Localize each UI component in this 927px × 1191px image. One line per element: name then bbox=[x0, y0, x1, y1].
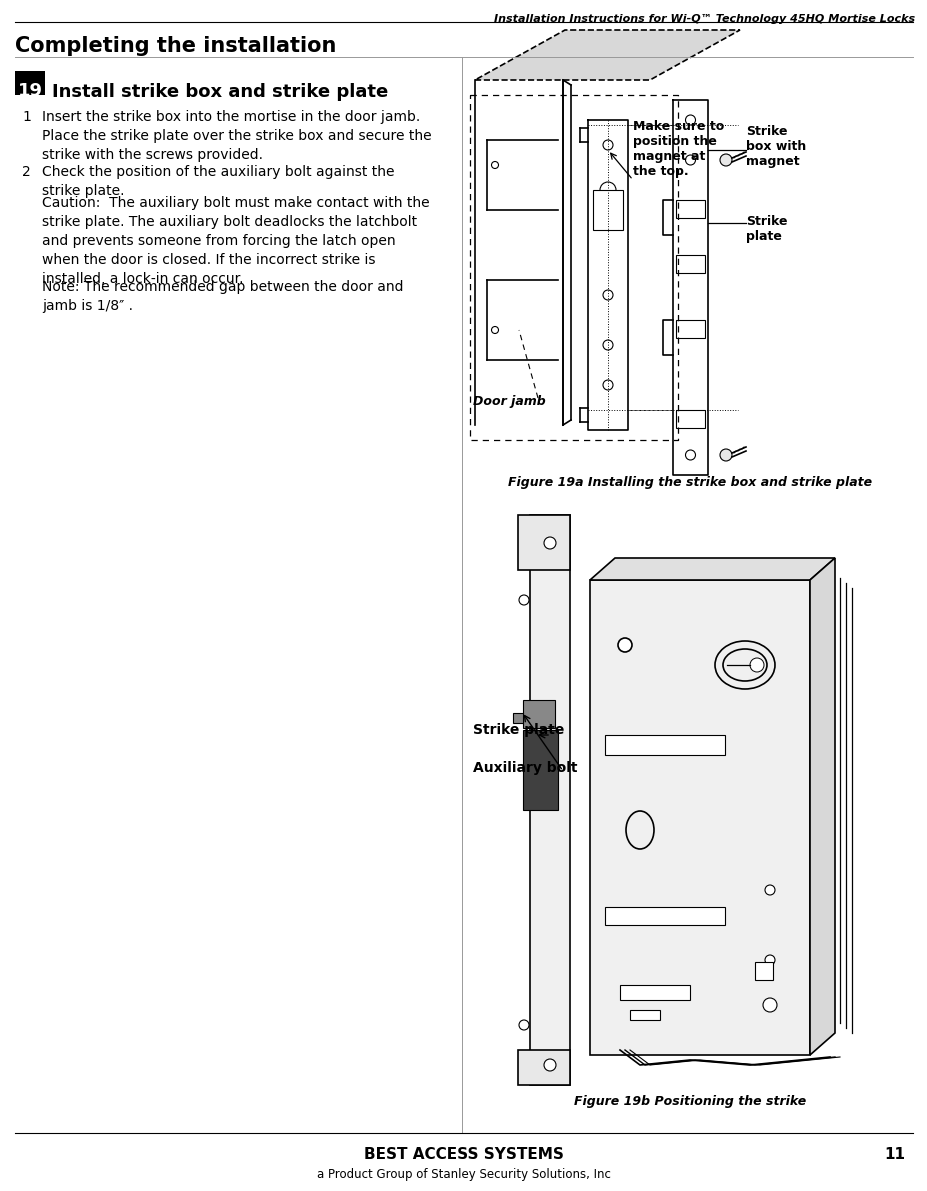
Text: Strike
box with
magnet: Strike box with magnet bbox=[745, 125, 806, 168]
Bar bbox=[604, 908, 724, 925]
Bar bbox=[604, 735, 724, 755]
Polygon shape bbox=[809, 559, 834, 1055]
Text: 19: 19 bbox=[18, 82, 43, 100]
Circle shape bbox=[719, 154, 731, 166]
Bar bbox=[523, 730, 557, 810]
Text: Strike plate: Strike plate bbox=[473, 723, 564, 737]
Text: Caution:  The auxiliary bolt must make contact with the
strike plate. The auxili: Caution: The auxiliary bolt must make co… bbox=[42, 197, 429, 286]
Text: Figure 19a Installing the strike box and strike plate: Figure 19a Installing the strike box and… bbox=[507, 476, 871, 490]
Text: Make sure to
position the
magnet at
the top.: Make sure to position the magnet at the … bbox=[632, 120, 723, 177]
Text: BEST ACCESS SYSTEMS: BEST ACCESS SYSTEMS bbox=[363, 1147, 564, 1162]
Bar bbox=[523, 700, 554, 728]
Text: Insert the strike box into the mortise in the door jamb.
Place the strike plate : Insert the strike box into the mortise i… bbox=[42, 110, 431, 162]
Bar bbox=[513, 713, 523, 723]
Bar bbox=[592, 191, 622, 230]
Bar bbox=[629, 1010, 659, 1019]
Circle shape bbox=[600, 182, 616, 198]
Bar bbox=[590, 580, 809, 1055]
Circle shape bbox=[749, 657, 763, 672]
Circle shape bbox=[685, 450, 694, 460]
Circle shape bbox=[543, 1059, 555, 1071]
Text: Completing the installation: Completing the installation bbox=[15, 36, 336, 56]
Bar bbox=[675, 200, 705, 218]
Text: 1: 1 bbox=[22, 110, 31, 124]
Circle shape bbox=[685, 155, 694, 166]
Circle shape bbox=[518, 596, 528, 605]
Text: 11: 11 bbox=[883, 1147, 904, 1162]
Text: Install strike box and strike plate: Install strike box and strike plate bbox=[52, 83, 387, 101]
Text: Installation Instructions for Wi-Q™ Technology 45HQ Mortise Locks: Installation Instructions for Wi-Q™ Tech… bbox=[493, 14, 914, 24]
Circle shape bbox=[603, 289, 613, 300]
Circle shape bbox=[518, 1019, 528, 1030]
Bar bbox=[755, 962, 772, 980]
Bar bbox=[15, 71, 44, 95]
Circle shape bbox=[764, 955, 774, 965]
Text: 2: 2 bbox=[22, 166, 31, 179]
Circle shape bbox=[603, 141, 613, 150]
Circle shape bbox=[764, 885, 774, 894]
Circle shape bbox=[603, 339, 613, 350]
Circle shape bbox=[685, 116, 694, 125]
Bar bbox=[529, 515, 569, 1085]
Polygon shape bbox=[590, 559, 834, 580]
Circle shape bbox=[491, 162, 498, 168]
Circle shape bbox=[491, 326, 498, 333]
Bar bbox=[619, 985, 690, 1000]
Bar bbox=[517, 515, 569, 570]
Text: Note: The recommended gap between the door and
jamb is 1/8″ .: Note: The recommended gap between the do… bbox=[42, 280, 403, 313]
Bar bbox=[675, 320, 705, 338]
Circle shape bbox=[543, 537, 555, 549]
Circle shape bbox=[617, 638, 631, 651]
Circle shape bbox=[719, 449, 731, 461]
Text: Check the position of the auxiliary bolt against the
strike plate.: Check the position of the auxiliary bolt… bbox=[42, 166, 394, 198]
Text: a Product Group of Stanley Security Solutions, Inc: a Product Group of Stanley Security Solu… bbox=[317, 1168, 610, 1181]
Polygon shape bbox=[475, 30, 739, 80]
Text: Auxiliary bolt: Auxiliary bolt bbox=[473, 761, 577, 775]
Circle shape bbox=[762, 998, 776, 1012]
Bar bbox=[517, 1050, 569, 1085]
Bar bbox=[675, 410, 705, 428]
Text: Figure 19b Positioning the strike: Figure 19b Positioning the strike bbox=[573, 1095, 806, 1108]
Text: Door jamb: Door jamb bbox=[473, 395, 545, 409]
Bar bbox=[675, 255, 705, 273]
Circle shape bbox=[603, 380, 613, 389]
Text: Strike
plate: Strike plate bbox=[745, 216, 787, 243]
